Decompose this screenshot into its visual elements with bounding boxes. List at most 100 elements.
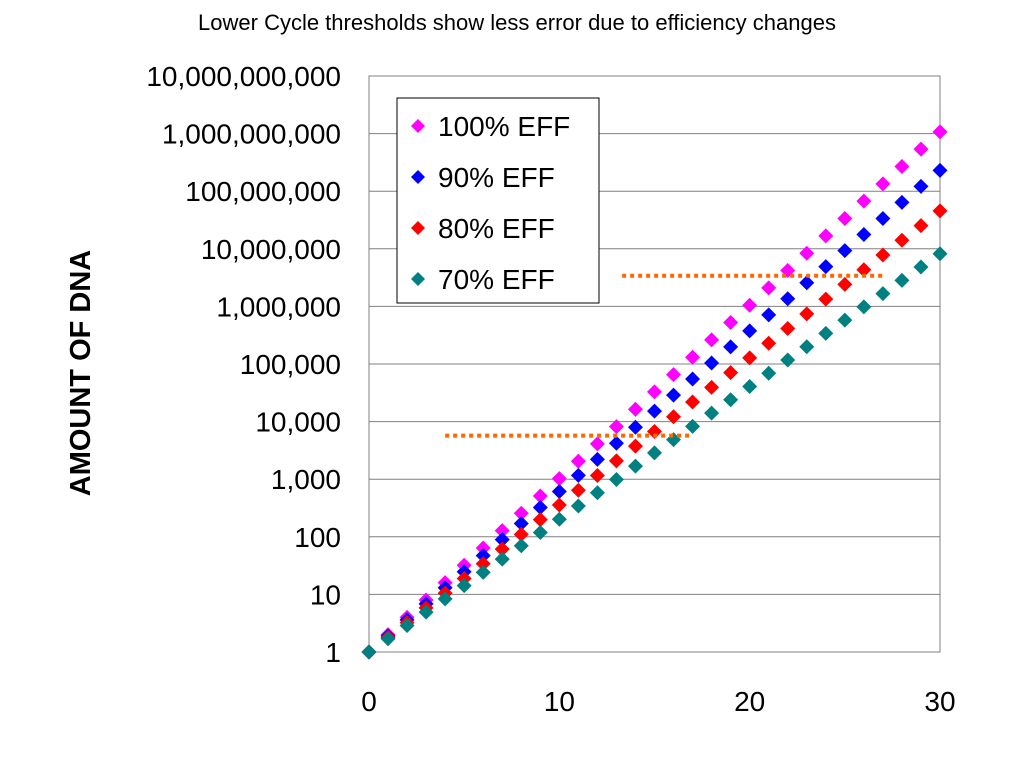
data-point: [627, 401, 643, 417]
x-tick-label: 30: [924, 686, 955, 717]
data-point: [627, 438, 643, 454]
data-point: [837, 211, 853, 227]
series-2: [361, 162, 948, 660]
x-tick-label: 0: [361, 686, 377, 717]
y-tick-label: 10,000: [255, 407, 341, 438]
data-point: [875, 247, 891, 263]
data-point: [894, 158, 910, 174]
data-point: [647, 445, 662, 461]
y-axis-label: AMOUNT OF DNA: [65, 250, 97, 497]
data-point: [799, 306, 815, 322]
data-point: [475, 548, 491, 564]
y-tick-label: 10,000,000,000: [146, 61, 341, 92]
data-point: [532, 499, 548, 515]
data-point: [913, 218, 929, 234]
data-point: [513, 516, 529, 532]
data-point: [666, 367, 682, 383]
data-point: [742, 297, 758, 313]
data-point: [494, 523, 510, 539]
data-point: [666, 409, 682, 425]
data-point: [647, 384, 662, 400]
plot-area-border: [368, 75, 941, 653]
data-point: [666, 387, 682, 403]
x-tick-label: 20: [734, 686, 765, 717]
chart-title: Lower Cycle thresholds show less error d…: [198, 10, 836, 35]
data-point: [685, 418, 701, 434]
data-point: [799, 275, 815, 291]
data-point: [494, 551, 510, 567]
data-point: [799, 245, 815, 261]
data-point: [761, 280, 777, 296]
data-point: [723, 339, 739, 355]
data-point: [532, 512, 548, 528]
data-point: [437, 591, 453, 607]
data-point: [570, 482, 586, 498]
data-point: [818, 325, 834, 341]
data-point: [761, 335, 777, 351]
data-point: [837, 243, 853, 259]
data-point: [361, 644, 377, 660]
data-point: [837, 276, 853, 292]
y-tick-label: 10: [310, 579, 341, 610]
data-point: [761, 307, 777, 323]
data-point: [570, 453, 586, 469]
x-tick-labels: 0 10 20 30: [361, 686, 955, 717]
data-point: [475, 540, 491, 556]
data-point: [589, 436, 605, 452]
data-point: [532, 525, 548, 541]
y-tick-label: 100,000,000: [185, 176, 341, 207]
data-point: [456, 578, 472, 594]
legend-label: 100% EFF: [438, 111, 570, 142]
legend-marker: [411, 272, 425, 286]
y-tick-label: 1,000,000: [216, 291, 341, 322]
data-point: [913, 178, 929, 194]
y-tick-label: 1,000,000,000: [162, 119, 341, 150]
legend-box: [396, 97, 600, 304]
data-point: [551, 497, 567, 513]
data-point: [685, 349, 701, 365]
data-point: [627, 458, 643, 474]
data-point: [932, 246, 948, 262]
data-point: [608, 419, 624, 435]
y-tick-label: 100,000: [240, 349, 341, 380]
legend-marker: [411, 170, 425, 184]
data-point: [856, 262, 872, 278]
data-point: [837, 312, 853, 328]
y-tick-label: 1: [325, 637, 341, 668]
data-point: [913, 141, 929, 157]
y-tick-label: 1,000: [271, 464, 341, 495]
data-point: [894, 194, 910, 210]
data-point: [418, 604, 434, 620]
data-point: [818, 291, 834, 307]
data-point: [742, 350, 758, 366]
data-point: [513, 526, 529, 542]
y-tick-label: 100: [294, 522, 341, 553]
data-point: [551, 471, 567, 487]
data-point: [875, 176, 891, 192]
data-point: [818, 228, 834, 244]
data-point: [780, 291, 796, 307]
data-point: [723, 392, 739, 408]
data-point: [932, 124, 948, 140]
data-point: [913, 259, 929, 275]
series-markers: [361, 124, 948, 660]
data-point: [608, 435, 624, 451]
data-point: [894, 232, 910, 248]
data-point: [570, 498, 586, 514]
data-point: [932, 162, 948, 178]
legend-marker: [411, 119, 425, 133]
data-point: [589, 485, 605, 501]
data-point: [723, 315, 739, 331]
legend-marker: [411, 221, 425, 235]
series-4: [361, 246, 948, 660]
data-point: [856, 193, 872, 209]
data-point: [532, 488, 548, 504]
data-point: [742, 379, 758, 395]
data-point: [875, 210, 891, 226]
data-point: [856, 227, 872, 243]
data-point: [551, 511, 567, 527]
data-point: [780, 321, 796, 337]
data-point: [380, 631, 396, 647]
data-point: [627, 419, 643, 435]
